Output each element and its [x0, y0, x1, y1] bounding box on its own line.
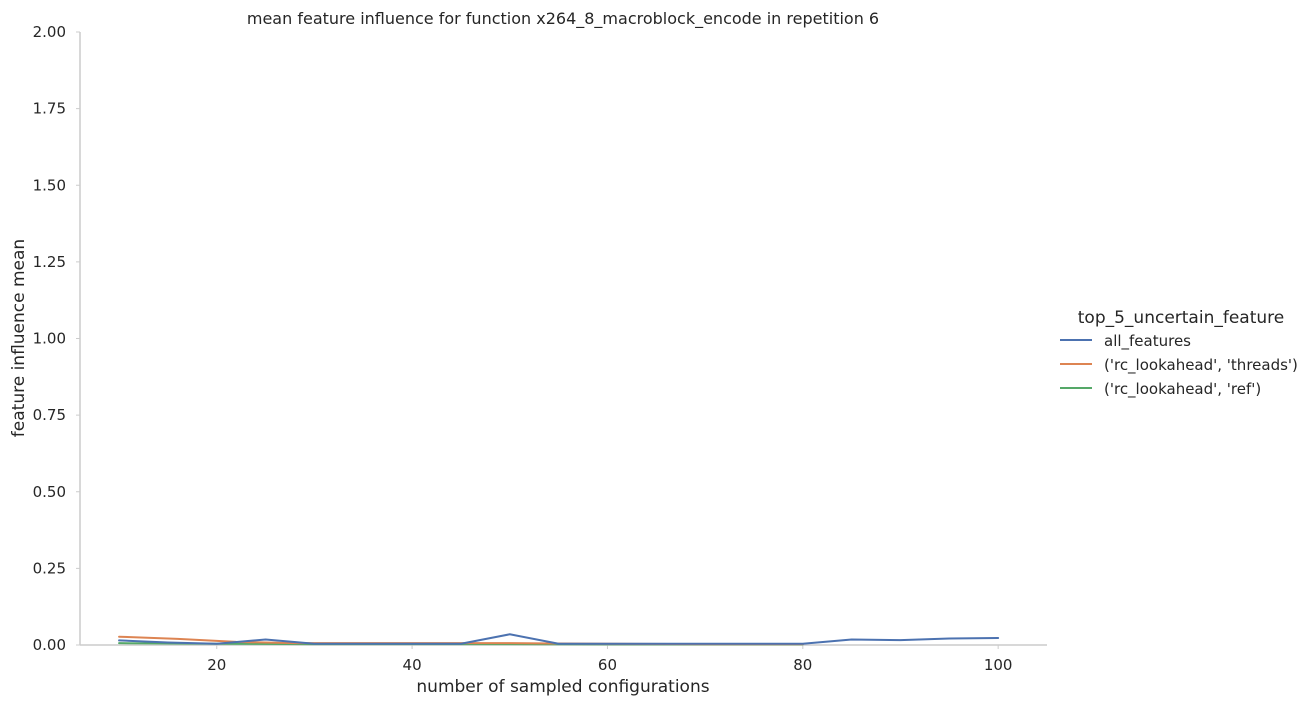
x-axis-label: number of sampled configurations: [416, 677, 709, 697]
y-tick-label: 1.00: [33, 330, 66, 348]
x-tick-label: 80: [793, 656, 812, 674]
legend-entry-label: ('rc_lookahead', 'threads'): [1104, 356, 1298, 375]
legend-entry-label: all_features: [1104, 332, 1191, 351]
legend: top_5_uncertain_feature all_features ('rc…: [1060, 308, 1298, 399]
series-lines: [118, 633, 1000, 646]
y-tick-label: 0.75: [33, 406, 66, 424]
y-tick-label: 1.50: [33, 176, 66, 194]
y-axis: 0.00 0.25 0.50 0.75 1.00 1.25 1.50 1.75 2.00: [33, 23, 80, 654]
y-tick-label: 0.00: [33, 636, 66, 654]
y-axis-label: feature influence mean: [9, 239, 29, 437]
x-tick-label: 20: [207, 656, 226, 674]
y-tick-label: 0.25: [33, 559, 66, 577]
x-tick-label: 100: [984, 656, 1013, 674]
y-tick-label: 1.75: [33, 100, 66, 118]
x-axis: 20 40 60 80 100: [207, 645, 1012, 674]
x-tick-label: 60: [598, 656, 617, 674]
legend-title: top_5_uncertain_feature: [1078, 308, 1284, 328]
series-line-0: [118, 633, 1000, 645]
y-tick-label: 2.00: [33, 23, 66, 41]
chart-title: mean feature influence for function x264…: [247, 9, 879, 29]
y-tick-label: 0.50: [33, 483, 66, 501]
y-tick-label: 1.25: [33, 253, 66, 271]
x-tick-label: 40: [403, 656, 422, 674]
legend-entry-label: ('rc_lookahead', 'ref'): [1104, 380, 1261, 399]
